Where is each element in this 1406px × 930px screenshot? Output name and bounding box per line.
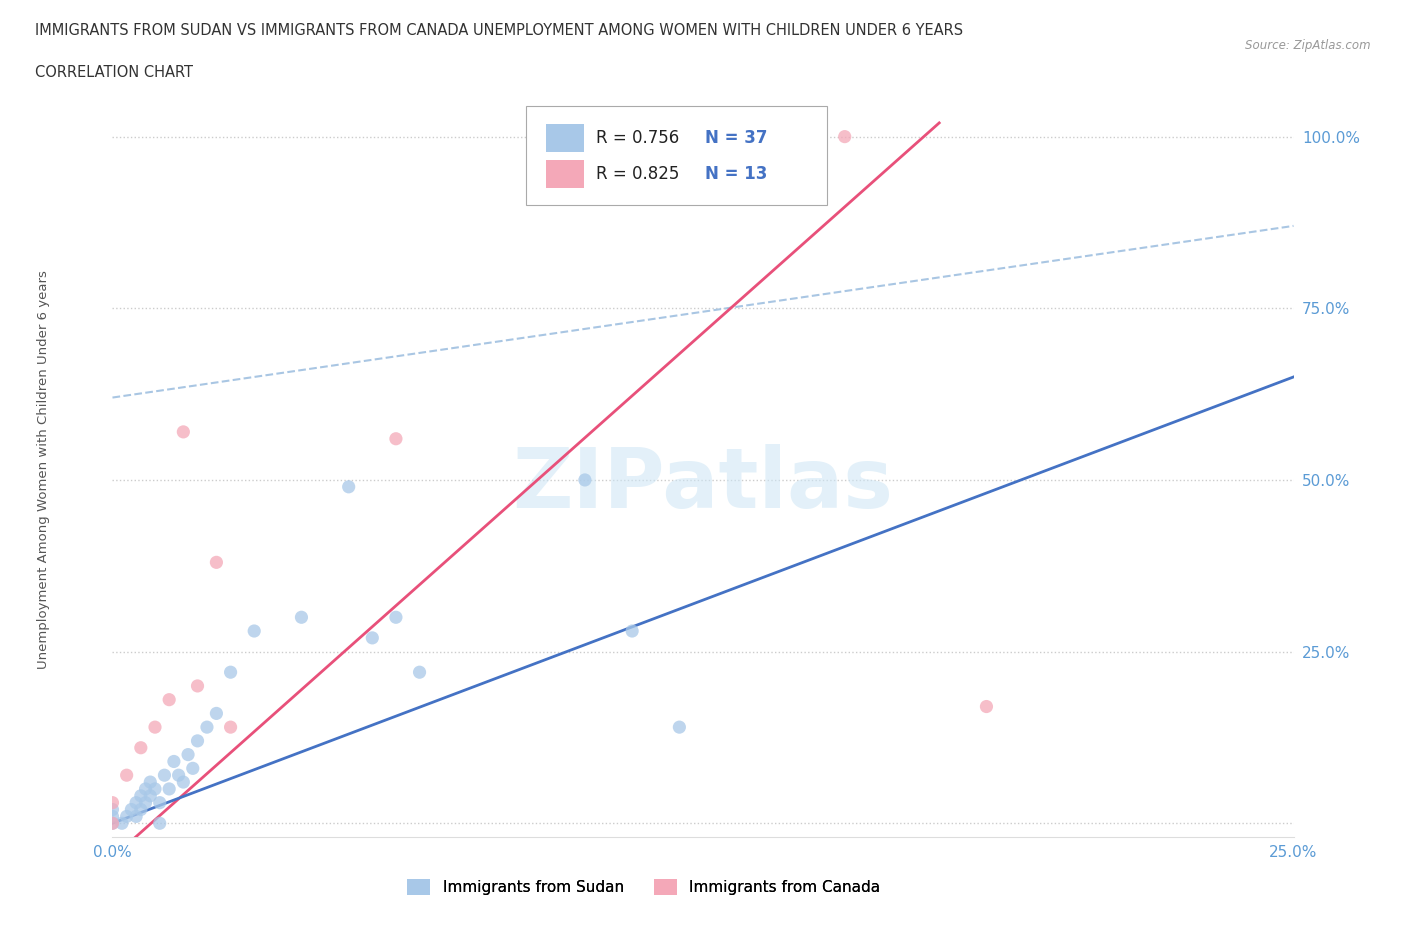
FancyBboxPatch shape	[526, 106, 827, 206]
Point	[120, 802, 142, 817]
Text: R = 0.756: R = 0.756	[596, 128, 679, 147]
Point	[125, 809, 148, 824]
Point	[139, 789, 162, 804]
Point	[290, 610, 312, 625]
Point	[243, 624, 266, 639]
Point	[337, 479, 360, 494]
Point	[153, 768, 176, 783]
Text: CORRELATION CHART: CORRELATION CHART	[35, 65, 193, 80]
Point	[157, 781, 180, 796]
Point	[976, 699, 998, 714]
Point	[149, 816, 172, 830]
Point	[157, 692, 180, 707]
Point	[149, 795, 172, 810]
Text: Source: ZipAtlas.com: Source: ZipAtlas.com	[1246, 39, 1371, 52]
Point	[385, 610, 408, 625]
Point	[186, 734, 208, 749]
Point	[834, 129, 856, 144]
Point	[129, 802, 152, 817]
Point	[125, 795, 148, 810]
Point	[115, 809, 138, 824]
Point	[101, 809, 124, 824]
Point	[101, 795, 124, 810]
Point	[205, 706, 228, 721]
Point	[101, 816, 124, 830]
Point	[172, 424, 194, 439]
Point	[135, 781, 157, 796]
Point	[115, 768, 138, 783]
Point	[177, 747, 200, 762]
Point	[163, 754, 186, 769]
Point	[408, 665, 430, 680]
Text: N = 13: N = 13	[706, 166, 768, 183]
Point	[621, 624, 644, 639]
Point	[111, 816, 134, 830]
Point	[195, 720, 218, 735]
Point	[186, 679, 208, 694]
Point	[129, 740, 152, 755]
Text: R = 0.825: R = 0.825	[596, 166, 679, 183]
Point	[167, 768, 190, 783]
Point	[181, 761, 204, 776]
Text: ZIPatlas: ZIPatlas	[513, 444, 893, 525]
Point	[101, 802, 124, 817]
Point	[574, 472, 596, 487]
Legend: Immigrants from Sudan, Immigrants from Canada: Immigrants from Sudan, Immigrants from C…	[399, 871, 889, 903]
Point	[143, 781, 166, 796]
Point	[101, 816, 124, 830]
Point	[219, 665, 242, 680]
Point	[205, 555, 228, 570]
Point	[385, 432, 408, 446]
Text: IMMIGRANTS FROM SUDAN VS IMMIGRANTS FROM CANADA UNEMPLOYMENT AMONG WOMEN WITH CH: IMMIGRANTS FROM SUDAN VS IMMIGRANTS FROM…	[35, 23, 963, 38]
FancyBboxPatch shape	[546, 124, 583, 152]
Text: N = 37: N = 37	[706, 128, 768, 147]
Point	[135, 795, 157, 810]
Y-axis label: Unemployment Among Women with Children Under 6 years: Unemployment Among Women with Children U…	[37, 271, 51, 669]
FancyBboxPatch shape	[546, 160, 583, 188]
Point	[139, 775, 162, 790]
Point	[219, 720, 242, 735]
Point	[668, 720, 690, 735]
Point	[143, 720, 166, 735]
Point	[129, 789, 152, 804]
Point	[361, 631, 384, 645]
Point	[172, 775, 194, 790]
